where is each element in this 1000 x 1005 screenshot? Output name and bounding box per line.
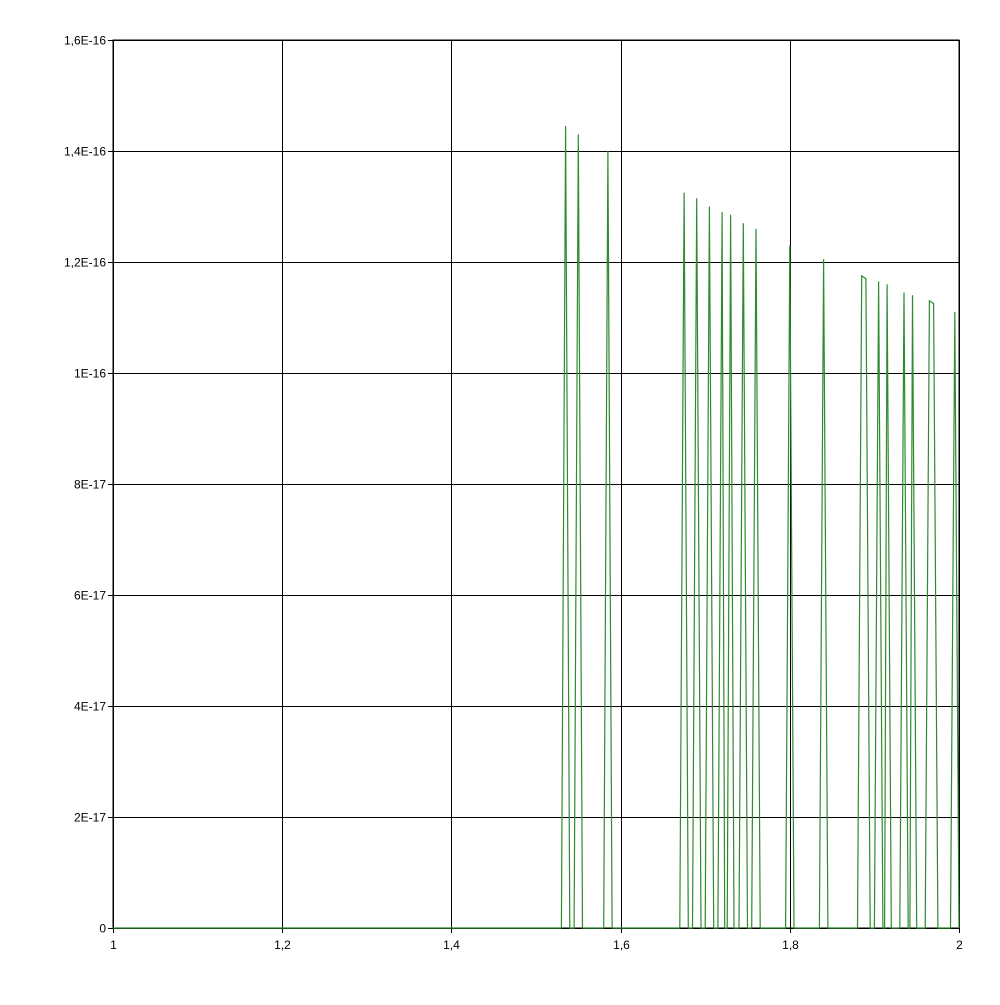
x-tick-label: 1,4: [443, 938, 460, 952]
y-tick-label: 0: [99, 922, 106, 936]
series-line: [113, 125, 960, 929]
x-tick-label: 1,2: [274, 938, 291, 952]
x-tick-label: 1,6: [613, 938, 630, 952]
y-tick-label: 6E-17: [74, 589, 106, 603]
x-tick-label: 1: [110, 938, 117, 952]
y-tick-label: 8E-17: [74, 478, 106, 492]
y-tick-label: 4E-17: [74, 700, 106, 714]
y-tick-label: 2E-17: [74, 811, 106, 825]
y-tick-label: 1,6E-16: [64, 34, 106, 48]
y-tick-label: 1E-16: [74, 367, 106, 381]
y-tick-label: 1,4E-16: [64, 145, 106, 159]
x-tick-label: 1,8: [782, 938, 799, 952]
y-tick-label: 1,2E-16: [64, 256, 106, 270]
x-tick-label: 2: [956, 938, 963, 952]
